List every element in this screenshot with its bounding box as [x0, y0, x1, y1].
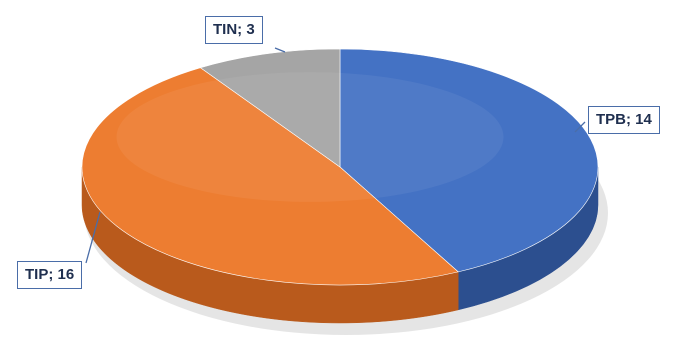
pie-highlight — [116, 72, 504, 202]
pie-slice-tip — [81, 67, 459, 286]
leader-line-tpb — [574, 121, 586, 133]
data-label-tpb: TPB; 14 — [588, 106, 660, 134]
pie-slice-tin — [199, 48, 341, 168]
data-label-tin: TIN; 3 — [205, 16, 263, 44]
pie-slice-tpb — [339, 48, 599, 273]
leader-line-tin — [274, 47, 286, 53]
data-label-tip: TIP; 16 — [17, 261, 83, 289]
leader-line-tip — [85, 211, 101, 264]
